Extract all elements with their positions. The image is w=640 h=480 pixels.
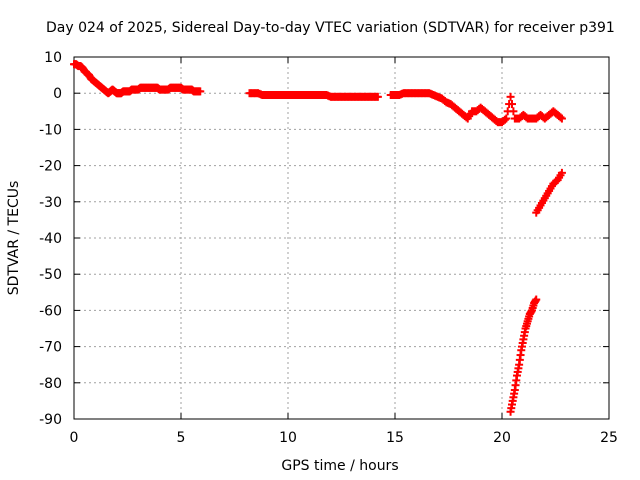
data-point xyxy=(557,114,566,123)
y-tick-label: -60 xyxy=(39,303,62,319)
y-tick-label: -40 xyxy=(39,231,62,247)
plot-border xyxy=(73,56,610,420)
x-tick-label: 15 xyxy=(386,430,404,446)
y-tick-label: -20 xyxy=(39,159,62,175)
x-tick-label: 25 xyxy=(600,430,618,446)
data-point xyxy=(557,168,566,177)
y-tick-label: 0 xyxy=(53,86,62,102)
data-point xyxy=(500,115,509,124)
x-tick-labels: 0 5 10 15 20 25 xyxy=(70,430,618,446)
data-point xyxy=(373,92,382,101)
data-point xyxy=(506,92,515,101)
y-tick-label: -10 xyxy=(39,122,62,138)
y-tick-label: -30 xyxy=(39,195,62,211)
y-tick-label: 10 xyxy=(44,50,62,66)
x-tick-label: 20 xyxy=(493,430,511,446)
x-tick-label: 5 xyxy=(177,430,186,446)
x-tick-label: 0 xyxy=(70,430,79,446)
chart-title: Day 024 of 2025, Sidereal Day-to-day VTE… xyxy=(46,20,615,36)
grid xyxy=(74,57,609,419)
y-tick-label: -70 xyxy=(39,340,62,356)
x-tick-label: 10 xyxy=(279,430,297,446)
data-point xyxy=(507,100,516,109)
y-tick-label: -80 xyxy=(39,376,62,392)
data-point xyxy=(196,87,205,96)
y-tick-label: -50 xyxy=(39,267,62,283)
data-point xyxy=(556,113,565,122)
data-point xyxy=(509,107,518,116)
x-axis-label: GPS time / hours xyxy=(281,458,398,474)
data-point xyxy=(502,114,511,123)
y-tick-label: -90 xyxy=(39,412,62,428)
y-axis-label: SDTVAR / TECUs xyxy=(6,181,22,296)
y-tick-labels: 10 0 -10 -20 -30 -40 -50 -60 -70 -80 -90 xyxy=(39,50,62,428)
data-points xyxy=(70,60,566,416)
data-point xyxy=(532,295,541,304)
